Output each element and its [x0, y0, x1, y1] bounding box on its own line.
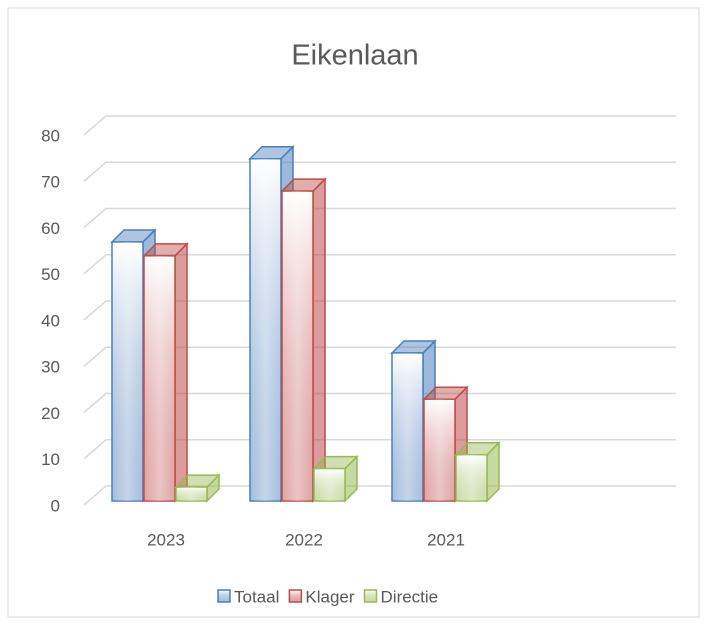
- bar: [142, 242, 189, 503]
- bar-shine: [456, 454, 487, 501]
- grid-line: [83, 439, 676, 460]
- chart-title: Eikenlaan: [291, 40, 418, 72]
- bar: [454, 440, 501, 503]
- grid-line: [83, 300, 676, 321]
- grid-line: [83, 392, 676, 414]
- legend-label: Directie: [381, 587, 439, 606]
- bar-shine: [314, 468, 345, 501]
- bar: [174, 473, 221, 503]
- bar-shine: [112, 242, 143, 501]
- bar-side: [174, 242, 188, 503]
- grid-line: [83, 161, 676, 182]
- bar: [422, 385, 469, 503]
- bar-shine: [392, 353, 423, 501]
- grid-line: [83, 115, 676, 136]
- x-tick-label: 2022: [285, 530, 323, 549]
- x-tick-label: 2021: [427, 530, 465, 549]
- legend-swatch: [288, 589, 303, 603]
- legend-label: Totaal: [234, 587, 279, 606]
- legend-swatch: [217, 589, 231, 603]
- y-tick-label: 30: [41, 358, 60, 377]
- grid-line: [83, 254, 676, 275]
- bar: [312, 454, 359, 503]
- y-tick-label: 80: [41, 126, 60, 145]
- bar-shine: [250, 158, 281, 501]
- grid-line: [83, 346, 676, 367]
- bar: [280, 177, 327, 503]
- y-tick-label: 40: [41, 311, 60, 330]
- bar-shine: [424, 399, 455, 501]
- legend-label: Klager: [305, 587, 354, 606]
- bar-shine: [144, 255, 175, 501]
- y-tick-label: 0: [51, 496, 60, 515]
- grid-line: [83, 207, 676, 229]
- y-tick-label: 50: [41, 265, 60, 284]
- legend-swatch: [363, 589, 378, 603]
- y-tick-label: 20: [41, 404, 60, 423]
- bar-side: [312, 177, 326, 503]
- y-tick-label: 70: [41, 173, 60, 192]
- x-tick-label: 2023: [147, 530, 185, 549]
- bar-shine: [282, 191, 313, 501]
- bar-shine: [176, 487, 207, 501]
- y-tick-label: 60: [41, 219, 60, 238]
- bar: [390, 339, 437, 503]
- y-tick-label: 10: [41, 450, 60, 469]
